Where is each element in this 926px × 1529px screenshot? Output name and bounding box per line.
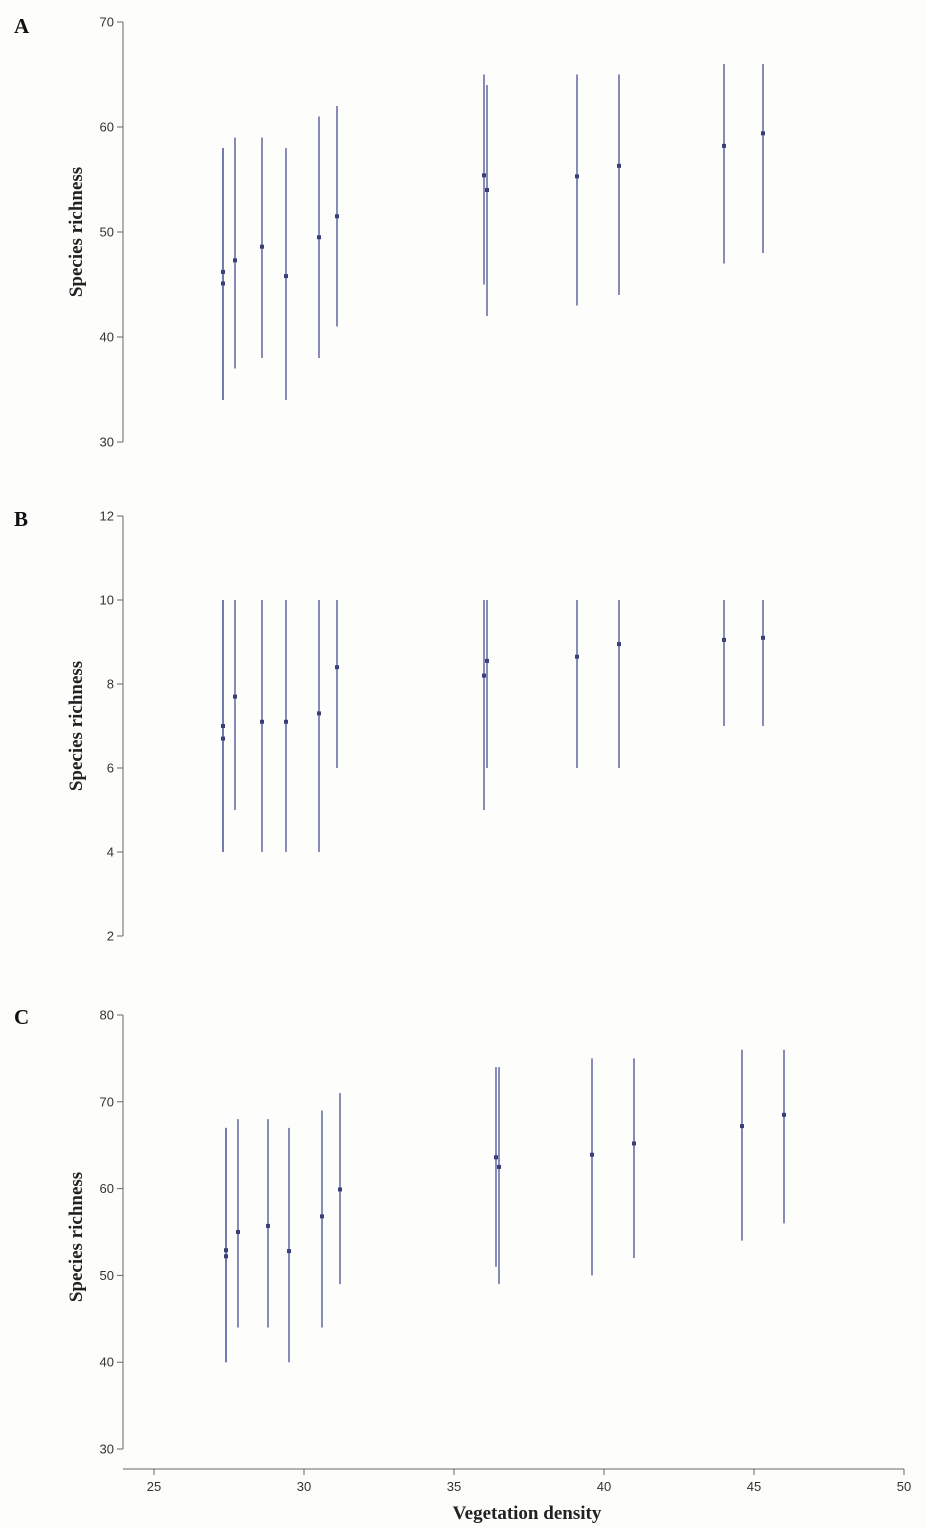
data-point — [236, 1230, 240, 1234]
y-tick-label: 70 — [100, 1094, 114, 1109]
y-tick-label: 12 — [100, 509, 114, 524]
y-tick-label: 4 — [107, 845, 114, 860]
y-tick-label: 8 — [107, 677, 114, 692]
y-tick-label: 70 — [100, 15, 114, 30]
data-point — [722, 143, 726, 148]
y-tick-label: 40 — [100, 1355, 114, 1370]
data-point — [287, 1249, 291, 1254]
panel-b: B 2 4 6 8 10 12 Species richness — [14, 507, 765, 944]
data-point — [497, 1164, 501, 1169]
data-point — [722, 637, 726, 642]
y-tick-label: 30 — [100, 435, 114, 450]
data-point — [575, 174, 579, 179]
y-axis-label: Species richness — [66, 167, 87, 297]
data-point — [617, 642, 621, 647]
y-tick-label: 2 — [107, 929, 114, 944]
panel-label: C — [14, 1005, 29, 1029]
data-point — [338, 1187, 342, 1192]
data-point — [233, 694, 237, 699]
data-point — [485, 188, 489, 192]
data-point — [335, 665, 339, 670]
panel-a: A 30 40 50 60 70 Species richness — [14, 14, 765, 450]
x-tick-label: 45 — [747, 1479, 761, 1494]
data-point — [494, 1155, 498, 1160]
data-point — [221, 269, 225, 274]
data-point — [482, 673, 486, 678]
data-point — [317, 235, 321, 240]
x-tick-label: 50 — [897, 1479, 911, 1494]
y-tick-label: 60 — [100, 120, 114, 135]
y-axis-label: Species richness — [66, 661, 87, 791]
data-point — [260, 719, 264, 724]
data-point — [632, 1141, 636, 1146]
data-point — [317, 711, 321, 716]
x-tick-label: 25 — [147, 1479, 161, 1494]
y-tick-label: 10 — [100, 593, 114, 608]
x-axis-label: Vegetation density — [453, 1503, 602, 1524]
data-point — [485, 658, 489, 663]
data-point — [575, 654, 579, 659]
panel-label: B — [14, 507, 28, 531]
data-point — [761, 635, 765, 640]
data-point — [224, 1248, 228, 1253]
data-point — [260, 244, 264, 249]
y-tick-label: 30 — [100, 1442, 114, 1457]
data-point — [740, 1124, 744, 1129]
y-tick-label: 60 — [100, 1181, 114, 1196]
data-point — [482, 173, 486, 178]
data-point — [284, 719, 288, 724]
data-point — [224, 1254, 228, 1259]
data-point — [320, 1214, 324, 1219]
panel-label: A — [14, 14, 30, 38]
data-point — [761, 131, 765, 136]
x-tick-label: 40 — [597, 1479, 611, 1494]
x-tick-label: 30 — [297, 1479, 311, 1494]
y-tick-label: 50 — [100, 1268, 114, 1283]
data-point — [221, 724, 225, 728]
x-tick-label: 35 — [447, 1479, 461, 1494]
data-point — [221, 281, 225, 286]
data-point — [335, 214, 339, 219]
data-point — [284, 274, 288, 279]
y-tick-label: 50 — [100, 225, 114, 240]
y-axis-label: Species richness — [66, 1172, 87, 1302]
data-point — [233, 258, 237, 263]
y-tick-label: 80 — [100, 1008, 114, 1023]
data-point — [782, 1112, 786, 1117]
data-point — [617, 163, 621, 168]
data-point — [266, 1223, 270, 1228]
y-tick-label: 6 — [107, 761, 114, 776]
panel-c: C 30 40 50 60 70 80 Species richness 25 30 35 40 45 5… — [14, 1005, 911, 1524]
data-point — [221, 736, 225, 741]
y-tick-label: 40 — [100, 330, 114, 345]
data-point — [590, 1152, 594, 1157]
